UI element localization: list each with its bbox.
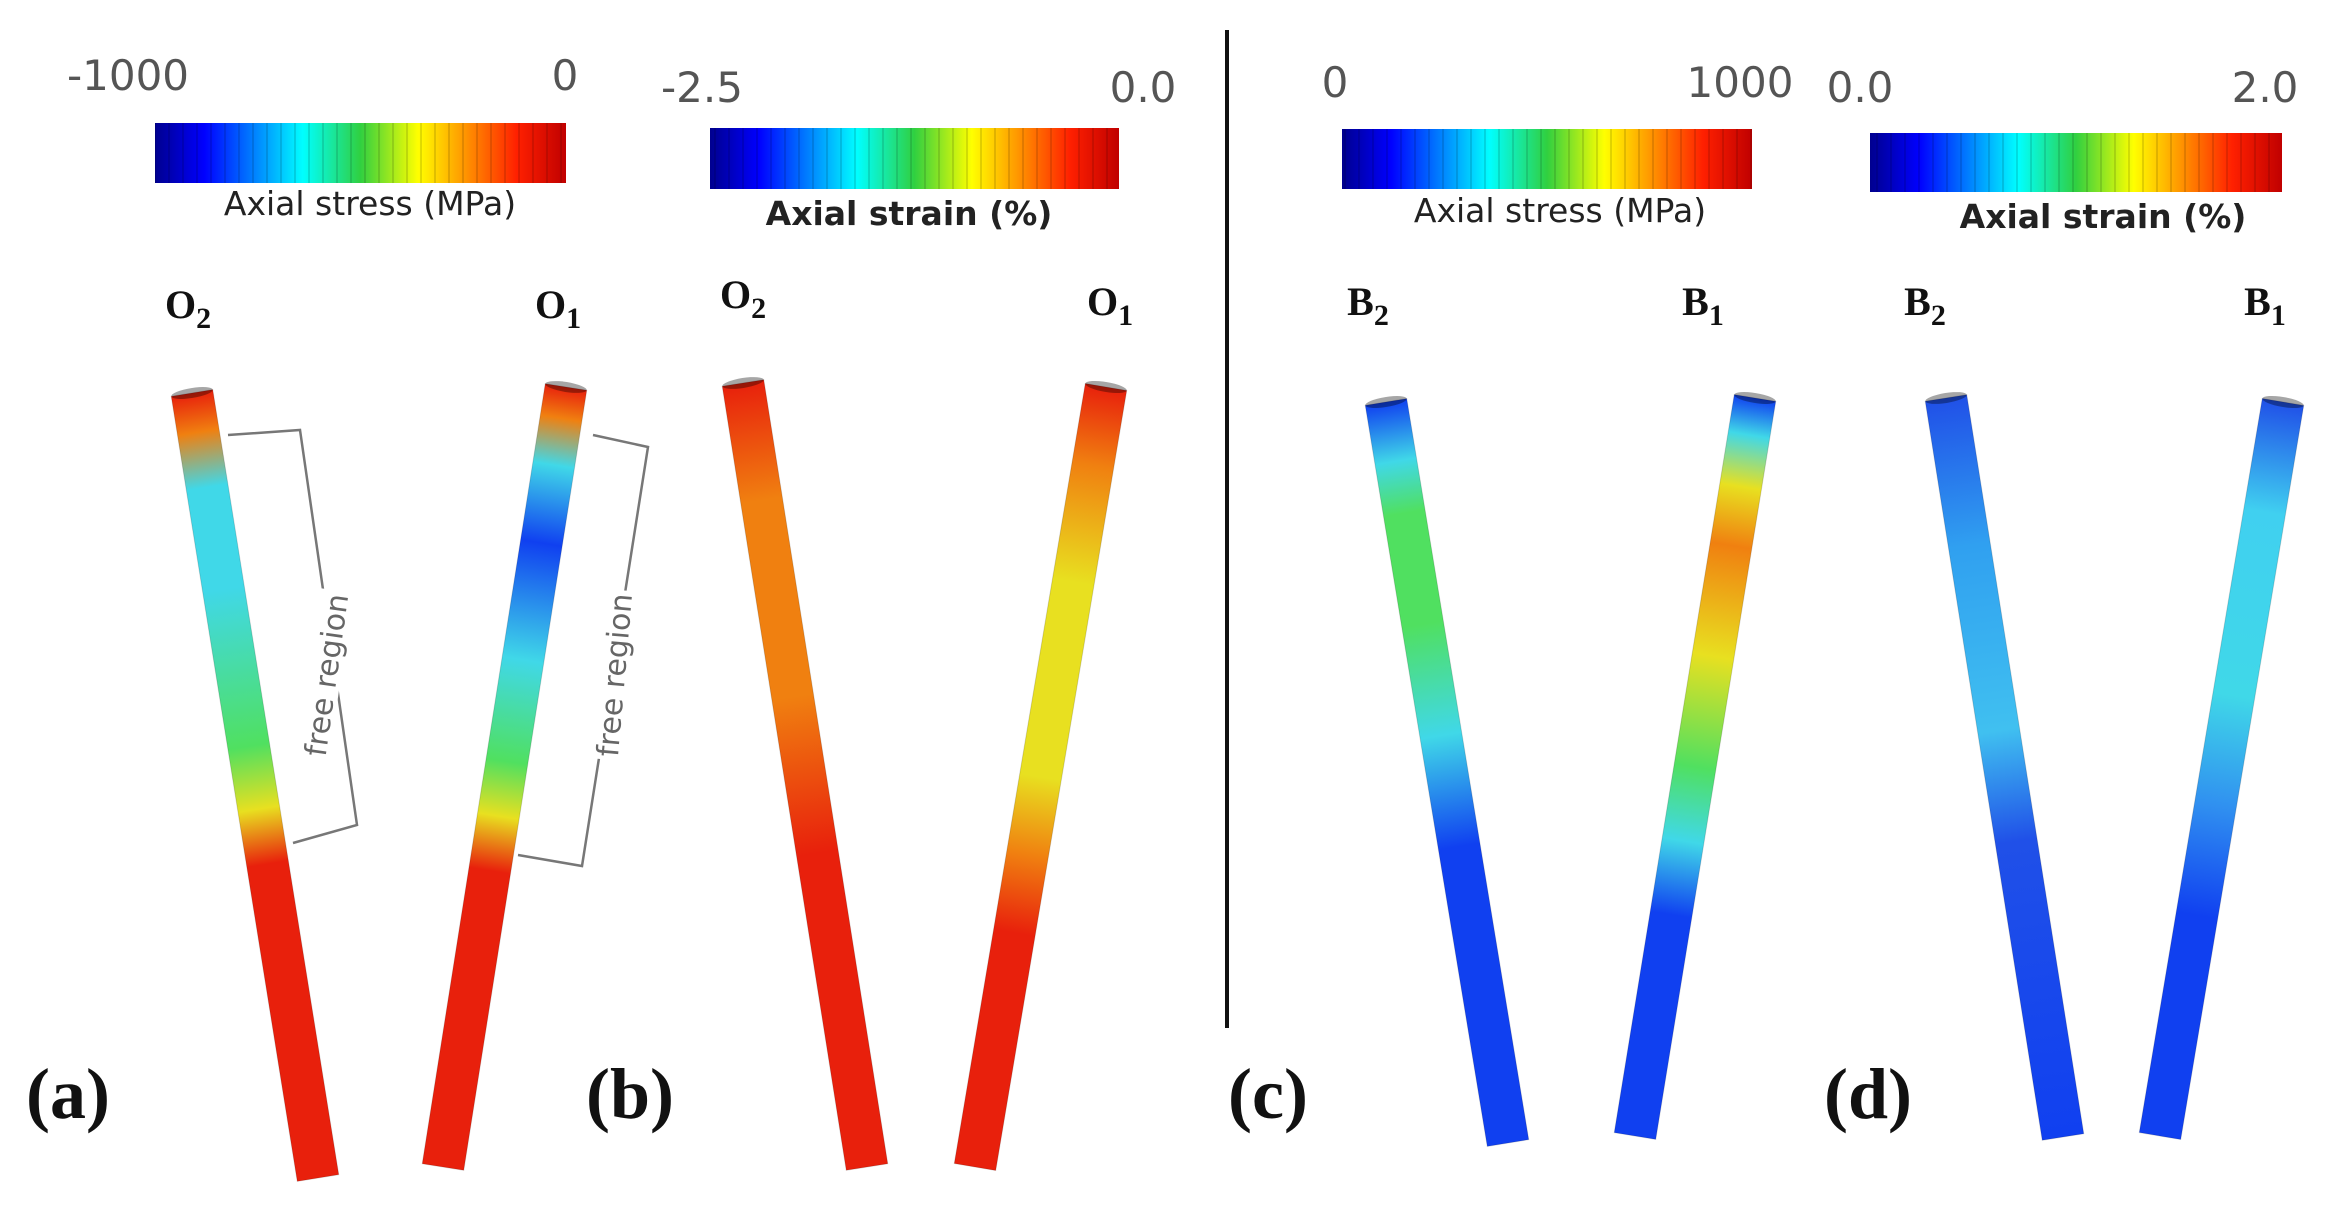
strut-cap <box>722 377 764 389</box>
strut-letter: B <box>1904 279 1931 324</box>
strut-label: B2 <box>1904 279 1946 332</box>
annotation-bg <box>587 588 637 761</box>
strut-cap <box>1734 392 1776 404</box>
strut-label: O2 <box>165 282 211 335</box>
strut-letter: O <box>720 272 751 317</box>
strut <box>1924 394 2085 1141</box>
strut-subscript: 1 <box>1118 299 1133 332</box>
strut-letter: B <box>2244 279 2271 324</box>
panel-label: (d) <box>1824 1054 1912 1134</box>
strut-label: B2 <box>1347 279 1389 332</box>
strut-label: O2 <box>720 272 766 325</box>
strut <box>721 379 889 1171</box>
strut-subscript: 1 <box>2271 299 2286 332</box>
strut-cap <box>171 387 213 399</box>
colorbar-max: 1000 <box>1687 58 1794 107</box>
strut-letter: O <box>1087 279 1118 324</box>
strut <box>1364 398 1530 1147</box>
colorbar-min: 0 <box>1322 58 1349 107</box>
panel-label: (b) <box>586 1054 674 1134</box>
strut <box>1613 394 1777 1140</box>
strut-letter: O <box>535 282 566 327</box>
strut-cap <box>545 381 587 393</box>
strut <box>421 383 588 1171</box>
strut-cap <box>1085 380 1127 394</box>
colorbar-min: 0.0 <box>1827 63 1894 112</box>
panel-label: (c) <box>1228 1054 1308 1134</box>
strut <box>953 382 1128 1172</box>
strut-subscript: 2 <box>751 292 766 325</box>
strut <box>170 389 340 1182</box>
strut-subscript: 2 <box>1374 299 1389 332</box>
colorbar-min: -1000 <box>67 51 189 100</box>
strut-subscript: 1 <box>566 302 581 335</box>
colorbar-title: Axial stress (MPa) <box>224 184 516 223</box>
colorbar-stripes <box>710 128 1119 189</box>
annotation-bg <box>295 588 353 762</box>
strut-label: B1 <box>2244 279 2286 332</box>
strut-letter: O <box>165 282 196 327</box>
colorbar-stripes <box>1870 133 2282 192</box>
colorbar-stripes <box>155 123 566 183</box>
colorbar-stripes <box>1342 129 1752 189</box>
colorbar-max: 0 <box>552 51 579 100</box>
strut-label: B1 <box>1682 279 1724 332</box>
strut-letter: B <box>1347 279 1374 324</box>
annotation: free region <box>591 592 640 758</box>
strut-label: O1 <box>535 282 581 335</box>
strut-cap <box>2262 395 2304 409</box>
strut-cap <box>1365 396 1407 408</box>
colorbar-title: Axial strain (%) <box>766 194 1053 233</box>
colorbar-max: 0.0 <box>1110 63 1177 112</box>
strut-letter: B <box>1682 279 1709 324</box>
colorbar-title: Axial strain (%) <box>1960 197 2247 236</box>
colorbar-max: 2.0 <box>2232 63 2299 112</box>
strut-subscript: 1 <box>1709 299 1724 332</box>
strut-label: O1 <box>1087 279 1133 332</box>
strut-subscript: 2 <box>196 302 211 335</box>
panel-label: (a) <box>26 1054 110 1134</box>
colorbar-title: Axial stress (MPa) <box>1414 191 1706 230</box>
strut-subscript: 2 <box>1931 299 1946 332</box>
strut <box>2138 397 2305 1141</box>
strut-cap <box>1925 392 1967 404</box>
colorbar-min: -2.5 <box>661 63 743 112</box>
